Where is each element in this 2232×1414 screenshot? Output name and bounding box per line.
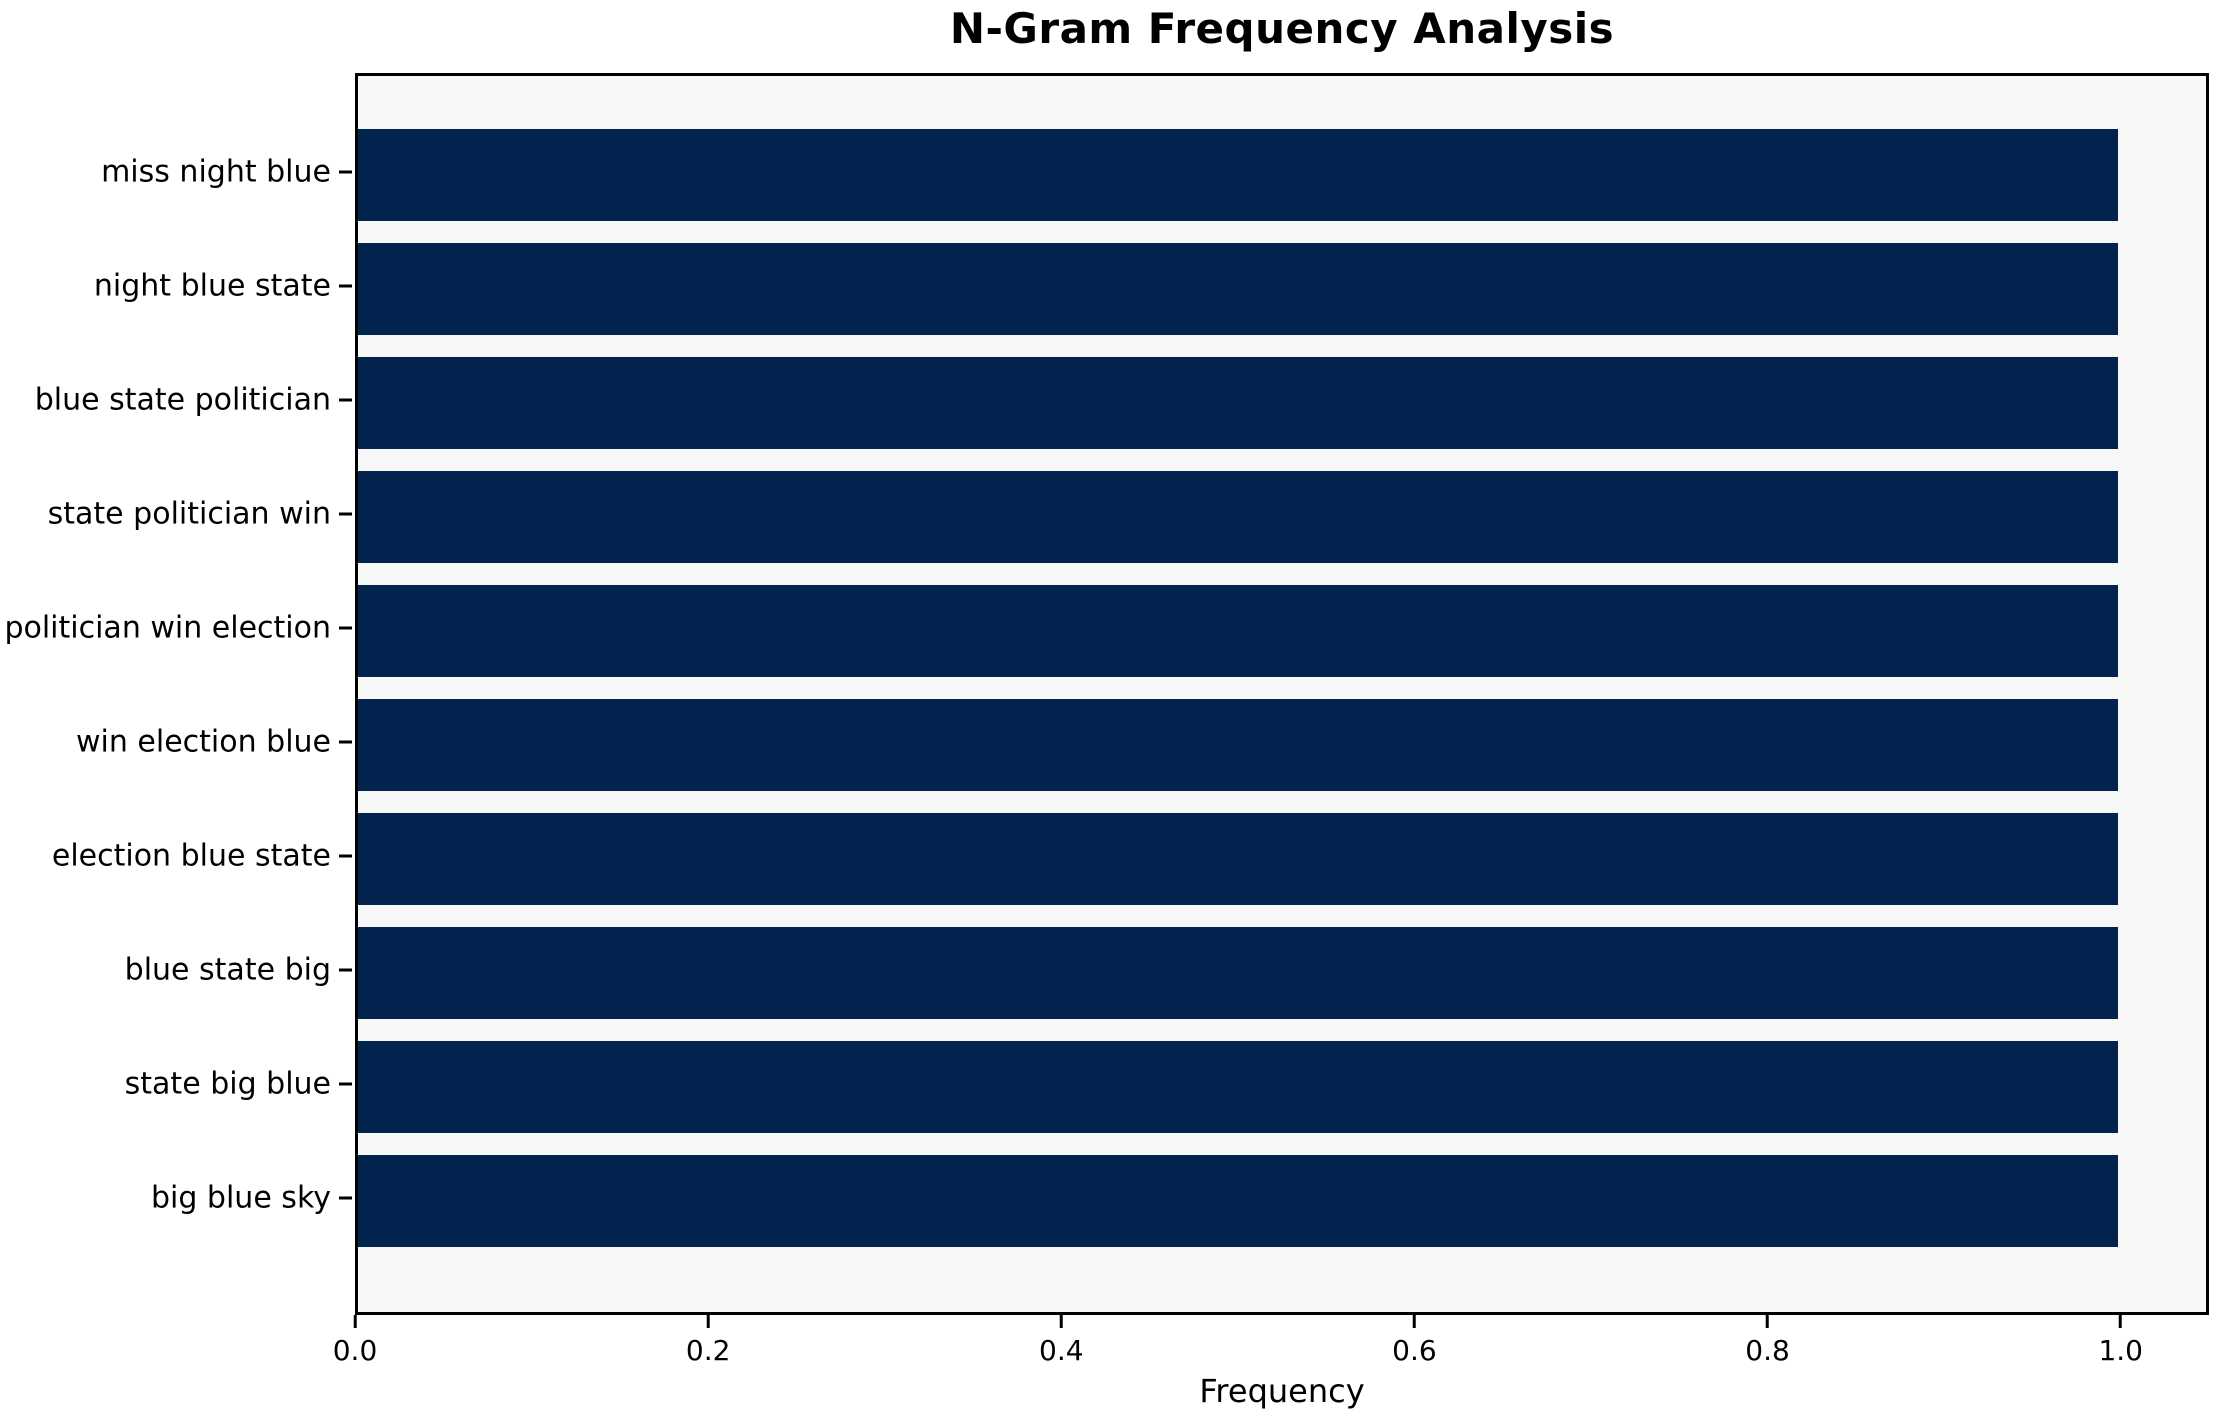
y-tick-label: blue state politician [34,382,331,418]
bar-row [358,802,2206,916]
x-tick-label: 1.0 [2098,1334,2143,1367]
x-tick: 1.0 [2098,1315,2143,1367]
bar-row [358,1144,2206,1258]
x-tick: 0.0 [332,1315,378,1367]
y-tick-mark [339,512,352,516]
x-tick-mark [1766,1315,1770,1328]
bar-state-politician-win [358,471,2118,563]
bar-row [358,688,2206,802]
x-tick-label: 0.4 [1039,1334,1084,1367]
y-tick-mark [339,284,352,288]
x-tick: 0.8 [1745,1315,1790,1367]
y-tick: blue state politician [0,383,352,418]
y-tick: night blue state [0,269,352,304]
x-tick-label: 0.2 [685,1334,731,1367]
y-tick-label: state politician win [47,496,331,532]
x-tick-mark [1059,1315,1063,1328]
bar-row [358,232,2206,346]
y-tick: election blue state [0,839,352,874]
plot-area [355,73,2209,1315]
bar-blue-state-big [358,927,2118,1019]
y-tick-label: state big blue [124,1066,331,1102]
x-tick-mark [353,1315,357,1328]
y-tick: state politician win [0,497,352,532]
y-tick-label: big blue sky [150,1180,331,1216]
bar-row [358,118,2206,232]
x-tick: 0.6 [1392,1315,1437,1367]
y-tick-mark [339,740,352,744]
y-tick-label: miss night blue [101,154,331,190]
y-tick: miss night blue [0,155,352,190]
y-tick-mark [339,626,352,630]
x-axis-title: Frequency [1199,1372,1365,1410]
x-tick-mark [1412,1315,1416,1328]
bar-row [358,1030,2206,1144]
bar-election-blue-state [358,813,2118,905]
y-tick-mark [339,170,352,174]
y-tick: blue state big [0,953,352,988]
y-tick: win election blue [0,725,352,760]
bar-row [358,346,2206,460]
bar-politician-win-election [358,585,2118,677]
bar-miss-night-blue [358,129,2118,221]
x-tick-label: 0.0 [332,1334,378,1367]
bar-blue-state-politician [358,357,2118,449]
y-tick-label: politician win election [4,610,331,646]
y-tick-mark [339,1196,352,1200]
bar-row [358,460,2206,574]
bar-state-big-blue [358,1041,2118,1133]
y-tick: politician win election [0,611,352,646]
bar-row [358,916,2206,1030]
bar-big-blue-sky [358,1155,2118,1247]
y-tick-label: win election blue [75,724,331,760]
x-tick: 0.2 [685,1315,731,1367]
bars-container [358,118,2206,1258]
bar-row [358,574,2206,688]
x-tick-mark [706,1315,710,1328]
y-tick-mark [339,398,352,402]
x-tick-label: 0.8 [1745,1334,1790,1367]
y-tick: big blue sky [0,1181,352,1216]
bar-win-election-blue [358,699,2118,791]
y-tick-mark [339,1082,352,1086]
y-tick-label: election blue state [51,838,331,874]
x-tick-mark [2119,1315,2123,1328]
x-tick-label: 0.6 [1392,1334,1437,1367]
y-tick-mark [339,854,352,858]
x-tick: 0.4 [1039,1315,1084,1367]
y-tick: state big blue [0,1067,352,1102]
chart-title: N-Gram Frequency Analysis [949,4,1615,53]
y-tick-mark [339,968,352,972]
y-tick-label: night blue state [93,268,331,304]
bar-night-blue-state [358,243,2118,335]
y-tick-label: blue state big [124,952,331,988]
